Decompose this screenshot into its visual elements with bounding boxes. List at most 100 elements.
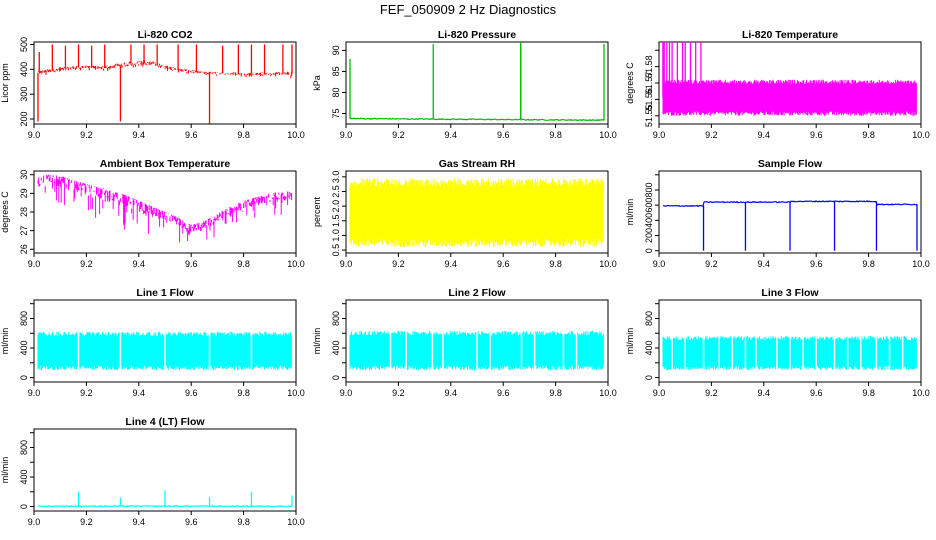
y-axis-label: percent xyxy=(312,196,322,227)
plot-area xyxy=(349,329,604,373)
y-axis-label: kPa xyxy=(312,75,322,91)
y-tick-label: 200 xyxy=(644,228,654,243)
x-tick-label: 9.8 xyxy=(549,130,562,140)
y-tick-label: 600 xyxy=(644,198,654,213)
x-tick-label: 9.8 xyxy=(549,259,562,269)
y-tick-label: 400 xyxy=(19,62,29,77)
chart-ambient-box-temperature: Ambient Box Temperature degrees C 9.0 9.2 9.… xyxy=(0,158,305,269)
x-tick-label: 9.8 xyxy=(862,388,875,398)
x-tick-label: 9.6 xyxy=(185,130,198,140)
plot-area xyxy=(37,44,293,124)
y-tick-label: 51.58 xyxy=(644,55,654,78)
y-tick-label: 400 xyxy=(644,213,654,228)
x-tick-label: 9.6 xyxy=(185,517,198,527)
y-tick-label: 27 xyxy=(19,226,29,236)
y-tick-label: 51.57 xyxy=(644,72,654,95)
x-tick-label: 9.6 xyxy=(497,259,510,269)
x-tick-label: 9.0 xyxy=(340,388,353,398)
chart-title: Line 3 Flow xyxy=(761,287,819,299)
x-tick-label: 9.4 xyxy=(133,130,146,140)
y-tick-label: 90 xyxy=(331,45,341,55)
x-tick-label: 9.6 xyxy=(497,130,510,140)
x-tick-label: 9.4 xyxy=(758,130,771,140)
plot-area xyxy=(349,178,604,248)
x-tick-label: 9.6 xyxy=(185,259,198,269)
y-axis-label: degrees C xyxy=(625,62,635,104)
chart-title: Sample Flow xyxy=(758,158,823,170)
data-series-line xyxy=(349,117,605,122)
plot-frame xyxy=(345,41,609,125)
y-tick-label: 400 xyxy=(19,341,29,356)
plot-frame xyxy=(33,428,297,512)
x-tick-label: 9.6 xyxy=(810,388,823,398)
chart-line-4-lt-flow: Line 4 (LT) Flow ml/min 9.0 9.2 9.4 9.6 9.8 10.… xyxy=(0,416,305,527)
plot-area xyxy=(662,200,918,251)
y-tick-label: 200 xyxy=(19,112,29,127)
plot-area xyxy=(349,42,605,122)
x-tick-label: 9.6 xyxy=(185,388,198,398)
y-tick-label: 800 xyxy=(331,311,341,326)
x-tick-label: 9.8 xyxy=(237,388,250,398)
x-tick-label: 9.2 xyxy=(80,259,93,269)
y-tick-label: 26 xyxy=(19,244,29,254)
x-tick-label: 9.0 xyxy=(28,517,41,527)
x-tick-label: 9.2 xyxy=(705,388,718,398)
y-tick-label: 400 xyxy=(19,470,29,485)
figure-title: FEF_050909 2 Hz Diagnostics xyxy=(379,2,557,17)
plot-area xyxy=(37,329,292,373)
plot-area xyxy=(37,174,293,243)
x-tick-label: 9.4 xyxy=(445,259,458,269)
x-tick-label: 9.4 xyxy=(445,130,458,140)
plot-frame xyxy=(33,41,297,125)
data-series xyxy=(37,60,293,79)
y-tick-label: 0 xyxy=(644,248,654,253)
y-axis-label: ml/min xyxy=(625,328,635,355)
y-tick-label: 0 xyxy=(19,504,29,509)
x-tick-label: 9.0 xyxy=(653,130,666,140)
x-tick-label: 9.2 xyxy=(80,130,93,140)
chart-li-820-temperature: Li-820 Temperature degrees C 9.0 9.2 9.4 9.6 9… xyxy=(625,29,930,140)
plot-area xyxy=(37,490,293,508)
y-tick-label: 29 xyxy=(19,188,29,198)
x-tick-label: 9.4 xyxy=(133,517,146,527)
y-tick-label: 28 xyxy=(19,207,29,217)
y-tick-label: 75 xyxy=(331,108,341,118)
x-tick-label: 9.6 xyxy=(810,259,823,269)
y-axis-label: ml/min xyxy=(0,328,10,355)
y-tick-label: 51.56 xyxy=(644,88,654,111)
chart-sample-flow: Sample Flow ml/min 9.0 9.2 9.4 9.6 9.8 10.0 0 200… xyxy=(625,158,930,269)
y-tick-label: 800 xyxy=(19,311,29,326)
x-tick-label: 9.0 xyxy=(340,130,353,140)
chart-li-820-co2: Li-820 CO2 Licor ppm 9.0 9.2 9.4 9.6 9.8 10.0 20… xyxy=(0,29,305,140)
y-tick-label: 300 xyxy=(19,87,29,102)
chart-line-1-flow: Line 1 Flow ml/min 9.0 9.2 9.4 9.6 9.8 10.0 0 400… xyxy=(0,287,305,398)
chart-title: Li-820 Temperature xyxy=(742,29,838,41)
x-tick-label: 9.0 xyxy=(28,130,41,140)
chart-title: Ambient Box Temperature xyxy=(100,158,231,170)
x-tick-label: 9.8 xyxy=(237,130,250,140)
x-tick-label: 9.2 xyxy=(80,517,93,527)
y-tick-label: 51.55 xyxy=(644,105,654,128)
chart-title: Li-820 CO2 xyxy=(138,29,193,41)
x-tick-label: 9.0 xyxy=(28,259,41,269)
data-series-band xyxy=(349,178,604,248)
data-series xyxy=(37,174,293,243)
x-tick-label: 9.0 xyxy=(653,388,666,398)
chart-gas-stream-rh: Gas Stream RH percent 9.0 9.2 9.4 9.6 9.8 10.0 0… xyxy=(312,158,617,269)
x-tick-label: 9.4 xyxy=(445,388,458,398)
chart-title: Line 2 Flow xyxy=(448,287,506,299)
x-tick-label: 10.0 xyxy=(912,259,930,269)
y-axis-label: ml/min xyxy=(312,328,322,355)
y-tick-label: 1.0 xyxy=(331,229,341,242)
y-tick-label: 1.5 xyxy=(331,215,341,228)
y-tick-label: 0 xyxy=(331,375,341,380)
plot-frame xyxy=(345,299,609,383)
x-tick-label: 9.8 xyxy=(237,259,250,269)
y-tick-label: 800 xyxy=(644,182,654,197)
x-tick-label: 9.2 xyxy=(392,130,405,140)
plot-frame xyxy=(658,170,922,254)
x-tick-label: 10.0 xyxy=(912,388,930,398)
x-tick-label: 9.8 xyxy=(549,388,562,398)
y-tick-label: 30 xyxy=(19,170,29,180)
x-tick-label: 9.4 xyxy=(758,388,771,398)
